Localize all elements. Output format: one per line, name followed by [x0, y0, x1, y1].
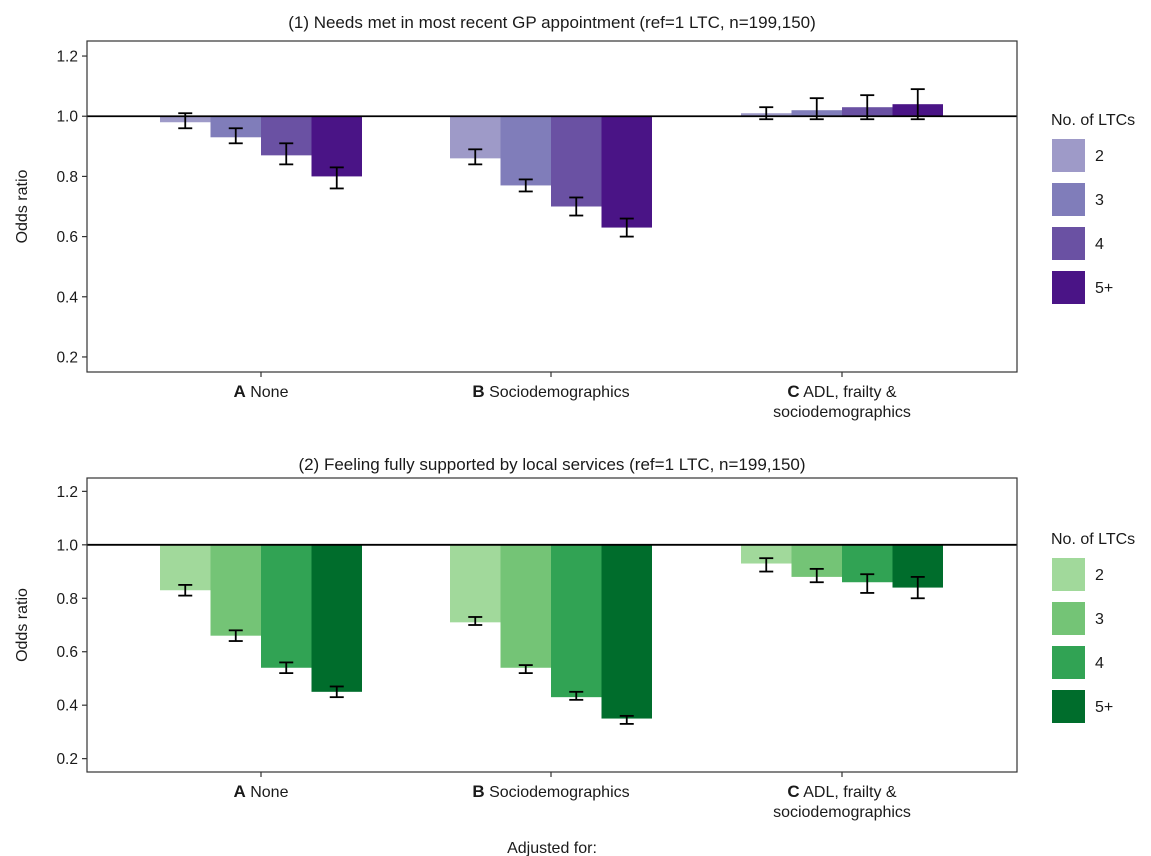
legend-title: No. of LTCs — [1051, 112, 1135, 129]
category-text: ADL, frailty & — [800, 784, 897, 801]
legend: No. of LTCs 2 3 4 5+ — [1051, 112, 1135, 304]
legend-label: 5+ — [1095, 280, 1113, 297]
bar-5plus-b — [601, 116, 652, 228]
bar-4-b — [551, 544, 602, 698]
y-tick-label: 0.4 — [56, 698, 78, 715]
chart-panel-1: (1) Needs met in most recent GP appointm… — [14, 13, 1135, 421]
y-tick-label: 1.0 — [56, 109, 78, 126]
error-bar — [279, 661, 294, 675]
error-bar — [619, 714, 634, 725]
error-bar — [228, 127, 243, 145]
y-tick-label: 1.2 — [56, 49, 78, 66]
error-bar — [910, 575, 925, 600]
x-category-label: B Sociodemographics — [472, 382, 629, 401]
x-category-label-line2: sociodemographics — [773, 404, 911, 421]
y-tick-label: 0.4 — [56, 289, 78, 306]
error-bar — [759, 557, 774, 573]
category-text: ADL, frailty & — [800, 384, 897, 401]
plot-border — [86, 477, 1018, 773]
bar-5plus-a — [311, 544, 362, 692]
legend-key-3 — [1052, 602, 1085, 635]
legend-label: 4 — [1095, 236, 1104, 253]
y-tick-label: 0.2 — [56, 349, 78, 366]
legend-label: 4 — [1095, 655, 1104, 672]
legend-key-2 — [1052, 139, 1085, 172]
error-bar — [329, 166, 344, 190]
y-tick-label: 1.0 — [56, 537, 78, 554]
x-category-label: C ADL, frailty & — [787, 782, 897, 801]
bar-2-c — [741, 544, 792, 564]
legend-key-5plus — [1052, 271, 1085, 304]
category-letter: B — [472, 382, 484, 401]
bar-2-a — [160, 544, 211, 591]
x-category-label-line2: sociodemographics — [773, 804, 911, 821]
x-category-label: A None — [234, 782, 289, 801]
category-letter: A — [234, 782, 246, 801]
legend-key-4 — [1052, 646, 1085, 679]
error-bar — [860, 94, 875, 121]
error-bar — [518, 178, 533, 193]
error-bar — [759, 106, 774, 121]
bar-3-a — [210, 116, 261, 138]
y-axis-label: Odds ratio — [14, 588, 31, 662]
bar-3-b — [500, 544, 551, 668]
error-bar — [468, 616, 483, 626]
bar-5plus-b — [601, 544, 652, 719]
error-bar — [809, 567, 824, 584]
legend-label: 2 — [1095, 567, 1104, 584]
error-bar — [178, 584, 193, 597]
bar-5plus-a — [311, 116, 362, 177]
y-tick-label: 0.8 — [56, 591, 78, 608]
bar-3-a — [210, 544, 261, 636]
y-tick-label: 0.6 — [56, 229, 78, 246]
x-category-label: A None — [234, 382, 289, 401]
x-axis-caption: Adjusted for: — [507, 840, 597, 856]
legend-key-3 — [1052, 183, 1085, 216]
legend-label: 3 — [1095, 192, 1104, 209]
error-bar — [569, 196, 584, 217]
bar-4-b — [551, 116, 602, 207]
legend-key-4 — [1052, 227, 1085, 260]
legend-label: 5+ — [1095, 699, 1113, 716]
error-bar — [518, 664, 533, 675]
error-bar — [329, 685, 344, 699]
error-bar — [860, 573, 875, 594]
error-bar — [279, 142, 294, 166]
chart-title: (1) Needs met in most recent GP appointm… — [288, 13, 816, 32]
y-tick-label: 1.2 — [56, 484, 78, 501]
category-letter: C — [787, 382, 799, 401]
category-letter: B — [472, 782, 484, 801]
error-bar — [228, 629, 243, 642]
category-text: None — [246, 384, 289, 401]
category-text: None — [246, 784, 289, 801]
bar-2-b — [450, 544, 501, 623]
category-letter: C — [787, 782, 799, 801]
bar-3-b — [500, 116, 551, 186]
error-bar — [910, 88, 925, 121]
x-category-label: C ADL, frailty & — [787, 382, 897, 401]
category-letter: A — [234, 382, 246, 401]
category-text: Sociodemographics — [485, 384, 630, 401]
legend-label: 3 — [1095, 611, 1104, 628]
y-axis-label: Odds ratio — [14, 169, 31, 243]
error-bar — [569, 690, 584, 701]
legend-key-5plus — [1052, 690, 1085, 723]
y-tick-label: 0.8 — [56, 169, 78, 186]
chart-title: (2) Feeling fully supported by local ser… — [298, 455, 805, 474]
error-bar — [619, 217, 634, 238]
bar-4-a — [261, 544, 312, 668]
category-text: Sociodemographics — [485, 784, 630, 801]
legend-title: No. of LTCs — [1051, 531, 1135, 548]
plot-border — [86, 40, 1018, 373]
chart-panel-2: (2) Feeling fully supported by local ser… — [14, 455, 1135, 821]
x-category-label: B Sociodemographics — [472, 782, 629, 801]
y-tick-label: 0.2 — [56, 751, 78, 768]
legend-label: 2 — [1095, 148, 1104, 165]
error-bar — [468, 148, 483, 166]
y-tick-label: 0.6 — [56, 644, 78, 661]
legend-key-2 — [1052, 558, 1085, 591]
legend: No. of LTCs 2 3 4 5+ — [1051, 531, 1135, 723]
